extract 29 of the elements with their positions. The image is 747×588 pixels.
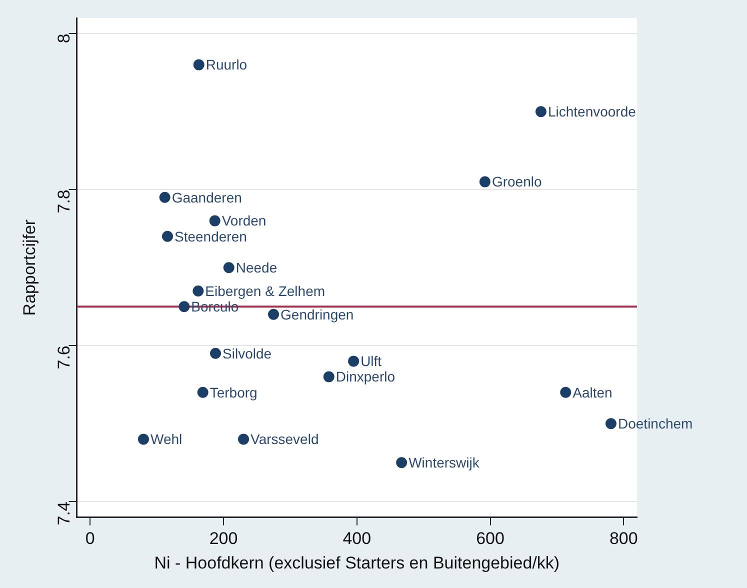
annotation: Terborg [210, 384, 258, 400]
annotation: Dinxperlo [336, 368, 396, 385]
annotation: Wehl [150, 431, 182, 448]
annotation: Vorden [222, 212, 266, 229]
annotation: Varsseveld [250, 431, 319, 448]
annotation: Groenlo [492, 174, 542, 190]
annotation: Aalten [572, 384, 612, 400]
y-tick-label: 8 [54, 34, 74, 44]
y-tick-label: 7.8 [54, 190, 74, 214]
x-tick-label: 400 [342, 529, 372, 548]
y-axis-title: Rapportcijfer [20, 219, 39, 316]
x-tick-label: 600 [476, 529, 504, 548]
annotation: Doetinchem [618, 415, 693, 432]
annotation: Gendringen [280, 306, 354, 322]
annotation: Steenderen [174, 228, 247, 244]
annotation: Ulft [360, 353, 382, 370]
annotation: Winterswijk [408, 454, 480, 470]
annotation: Eibergen & Zelhem [205, 282, 326, 299]
x-tick-label: 0 [85, 529, 95, 548]
x-axis-title: Ni - Hoofdkern (exclusief Starters en Buitengebied/kk) [154, 553, 560, 572]
annotation: Silvolde [222, 345, 272, 362]
x-tick-label: 800 [609, 529, 638, 548]
annotation: Ruurlo [206, 56, 248, 73]
annotation: Gaanderen [172, 189, 242, 206]
y-tick-label: 7.6 [54, 346, 74, 370]
y-tick-label: 7.4 [54, 502, 74, 526]
annotation: Neede [236, 259, 278, 276]
annotation: Lichtenvoorde [548, 103, 636, 120]
x-tick-label: 200 [209, 529, 238, 548]
